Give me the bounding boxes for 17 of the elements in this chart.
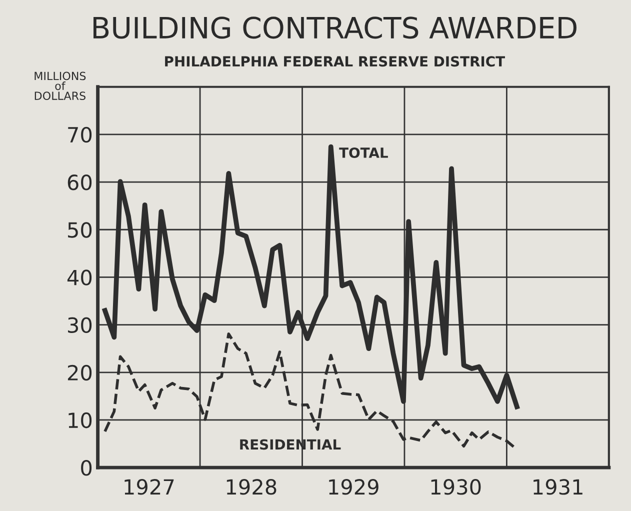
y-tick-label: 20 (68, 364, 92, 381)
x-tick-label: 1930 (431, 479, 481, 495)
y-tick-label: 60 (68, 174, 92, 190)
y-tick-label: 70 (68, 126, 92, 143)
x-tick-label: 1929 (329, 479, 378, 495)
x-tick-label: 1927 (124, 479, 174, 495)
y-tick-label: 40 (67, 270, 92, 286)
chart-subtitle: PHILADELPHIA FEDERAL RESERVE DISTRICT (165, 56, 505, 67)
y-tick-label: 50 (68, 222, 92, 238)
y-tick-label: 30 (68, 317, 92, 334)
series-label: TOTAL (339, 147, 388, 158)
y-tick-label: 10 (68, 412, 92, 428)
y-axis-title: MILLIONS of DOLLARS (34, 72, 86, 100)
x-tick-label: 1928 (226, 479, 276, 495)
y-tick-label: 0 (81, 460, 92, 476)
x-tick-label: 1931 (534, 479, 582, 495)
chart-title: BUILDING CONTRACTS AWARDED (94, 16, 576, 39)
